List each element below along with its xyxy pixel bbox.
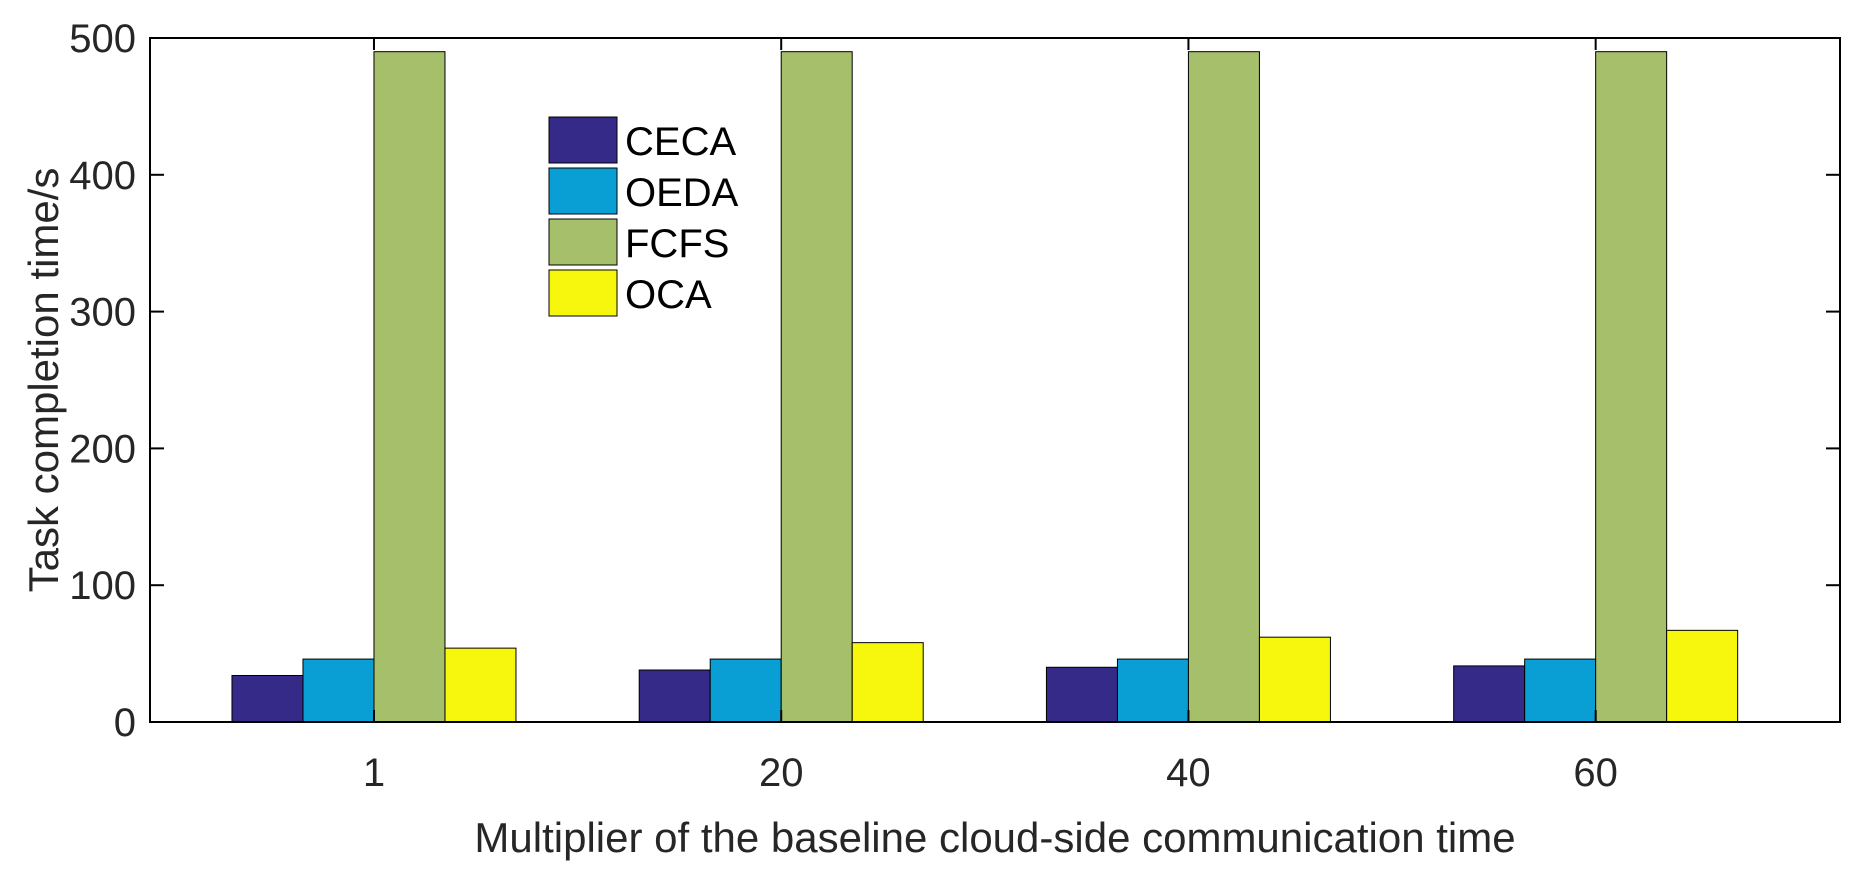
bar-fcfs-60 [1595,51,1668,723]
y-tick-labels: 0 100 200 300 400 500 [69,17,136,745]
y-tick-label: 0 [114,701,136,745]
bar-oca-1 [444,647,517,723]
ticks-group [150,37,1840,723]
x-tick-labels: 1 20 40 60 [363,751,1618,795]
bar-fcfs-20 [780,51,853,723]
legend-label-fcfs: FCFS [625,222,729,266]
x-tick-label: 60 [1573,751,1618,795]
legend: CECA OEDA FCFS OCA [548,116,739,317]
bar-oeda-20 [709,658,782,723]
bar-fcfs-40 [1187,51,1260,723]
legend-label-ceca: CECA [625,120,736,164]
y-tick-label: 100 [69,564,136,608]
legend-swatch-oeda [548,167,618,215]
y-axis-label: Task completion time/s [20,168,67,593]
bar-oca-20 [851,642,924,723]
legend-label-oeda: OEDA [625,171,739,215]
legend-swatch-oca [548,269,618,317]
bar-ceca-20 [638,669,711,723]
bar-ceca-40 [1045,666,1118,723]
legend-swatch-fcfs [548,218,618,266]
x-axis-label: Multiplier of the baseline cloud-side co… [474,814,1515,861]
bar-ceca-60 [1453,665,1526,723]
y-tick-label: 300 [69,291,136,335]
bars-group [231,51,1739,723]
x-tick-label: 1 [363,751,385,795]
bar-oeda-1 [302,658,375,723]
bar-fcfs-1 [373,51,446,723]
y-tick-label: 400 [69,154,136,198]
bar-oeda-40 [1116,658,1189,723]
legend-swatch-ceca [548,116,618,164]
x-tick-label: 20 [759,751,804,795]
plot-area-frame [149,37,1841,723]
bar-oca-40 [1258,636,1331,723]
x-tick-label: 40 [1166,751,1211,795]
bar-ceca-1 [231,674,304,723]
legend-label-oca: OCA [625,273,712,317]
y-tick-label: 200 [69,427,136,471]
bar-oeda-60 [1524,658,1597,723]
bar-oca-60 [1666,629,1739,723]
y-tick-label: 500 [69,17,136,61]
